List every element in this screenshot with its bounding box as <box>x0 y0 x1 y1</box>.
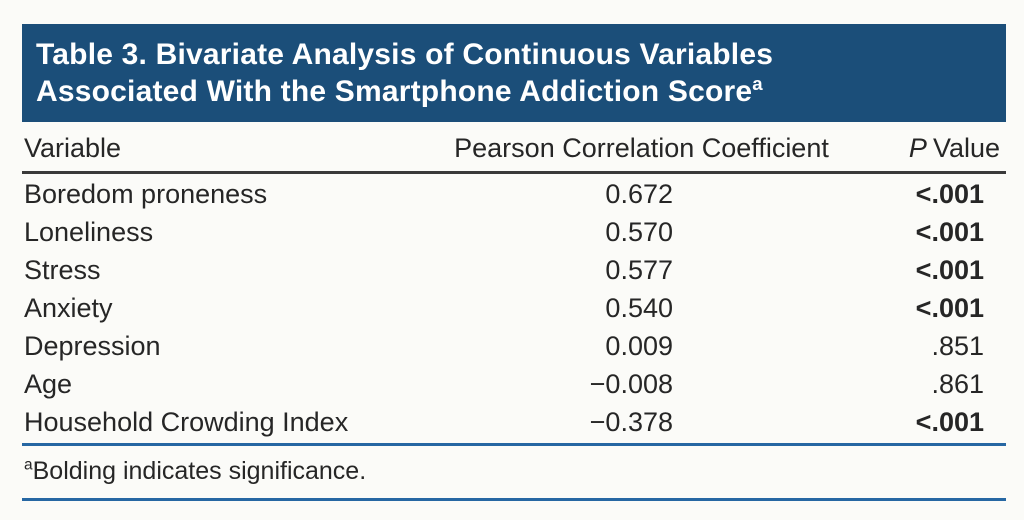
table-footnote: aBolding indicates significance. <box>22 446 1006 498</box>
variable-cell: Loneliness <box>24 216 154 247</box>
table-figure: Table 3. Bivariate Analysis of Continuou… <box>22 24 1006 501</box>
footnote-superscript: a <box>24 456 33 474</box>
p-value-cell: <.001 <box>915 216 984 247</box>
p-value-header-italic-p: P <box>908 133 927 163</box>
table-title-line1: Table 3. Bivariate Analysis of Continuou… <box>36 38 774 71</box>
p-value-header-rest: Value <box>932 133 1000 163</box>
table-bottom-rule <box>22 498 1006 501</box>
table-header-row: Variable Pearson Correlation Coefficient… <box>22 122 1006 174</box>
coefficient-cell: 0.009 <box>605 330 673 361</box>
variable-cell: Depression <box>24 330 161 361</box>
variable-cell: Boredom proneness <box>24 178 268 209</box>
coefficient-cell: 0.672 <box>605 178 673 209</box>
variable-cell: Anxiety <box>24 292 113 323</box>
coefficient-cell: 0.570 <box>605 216 673 247</box>
column-header-p-value: P Value <box>831 133 1006 164</box>
variable-cell: Household Crowding Index <box>24 406 349 437</box>
coefficient-cell: −0.378 <box>589 406 673 437</box>
table-row: Age −0.008 .861 <box>22 365 1006 403</box>
p-value-cell: .851 <box>931 330 984 361</box>
variable-cell: Stress <box>24 254 101 285</box>
coefficient-cell: 0.540 <box>605 292 673 323</box>
table-row: Anxiety 0.540 <.001 <box>22 289 1006 327</box>
table-row: Loneliness 0.570 <.001 <box>22 213 1006 251</box>
p-value-cell: <.001 <box>915 178 984 209</box>
footnote-top-rule <box>22 443 1006 446</box>
footnote-text: Bolding indicates significance. <box>32 457 367 485</box>
table-title-superscript: a <box>752 73 763 94</box>
table-body: Boredom proneness 0.672 <.001 Loneliness… <box>22 174 1006 443</box>
p-value-cell: <.001 <box>915 406 984 437</box>
coefficient-cell: 0.577 <box>605 254 673 285</box>
table-title-line2: Associated With the Smartphone Addiction… <box>36 75 753 108</box>
table-row: Household Crowding Index −0.378 <.001 <box>22 403 1006 441</box>
coefficient-cell: −0.008 <box>589 368 673 399</box>
variable-cell: Age <box>24 368 73 399</box>
table-row: Stress 0.577 <.001 <box>22 251 1006 289</box>
p-value-cell: .861 <box>931 368 984 399</box>
table-row: Boredom proneness 0.672 <.001 <box>22 175 1006 213</box>
column-header-coefficient: Pearson Correlation Coefficient <box>454 133 829 163</box>
table-row: Depression 0.009 .851 <box>22 327 1006 365</box>
column-header-variable: Variable <box>24 133 122 163</box>
p-value-cell: <.001 <box>915 292 984 323</box>
table-title-banner: Table 3. Bivariate Analysis of Continuou… <box>22 24 1006 122</box>
p-value-cell: <.001 <box>915 254 984 285</box>
